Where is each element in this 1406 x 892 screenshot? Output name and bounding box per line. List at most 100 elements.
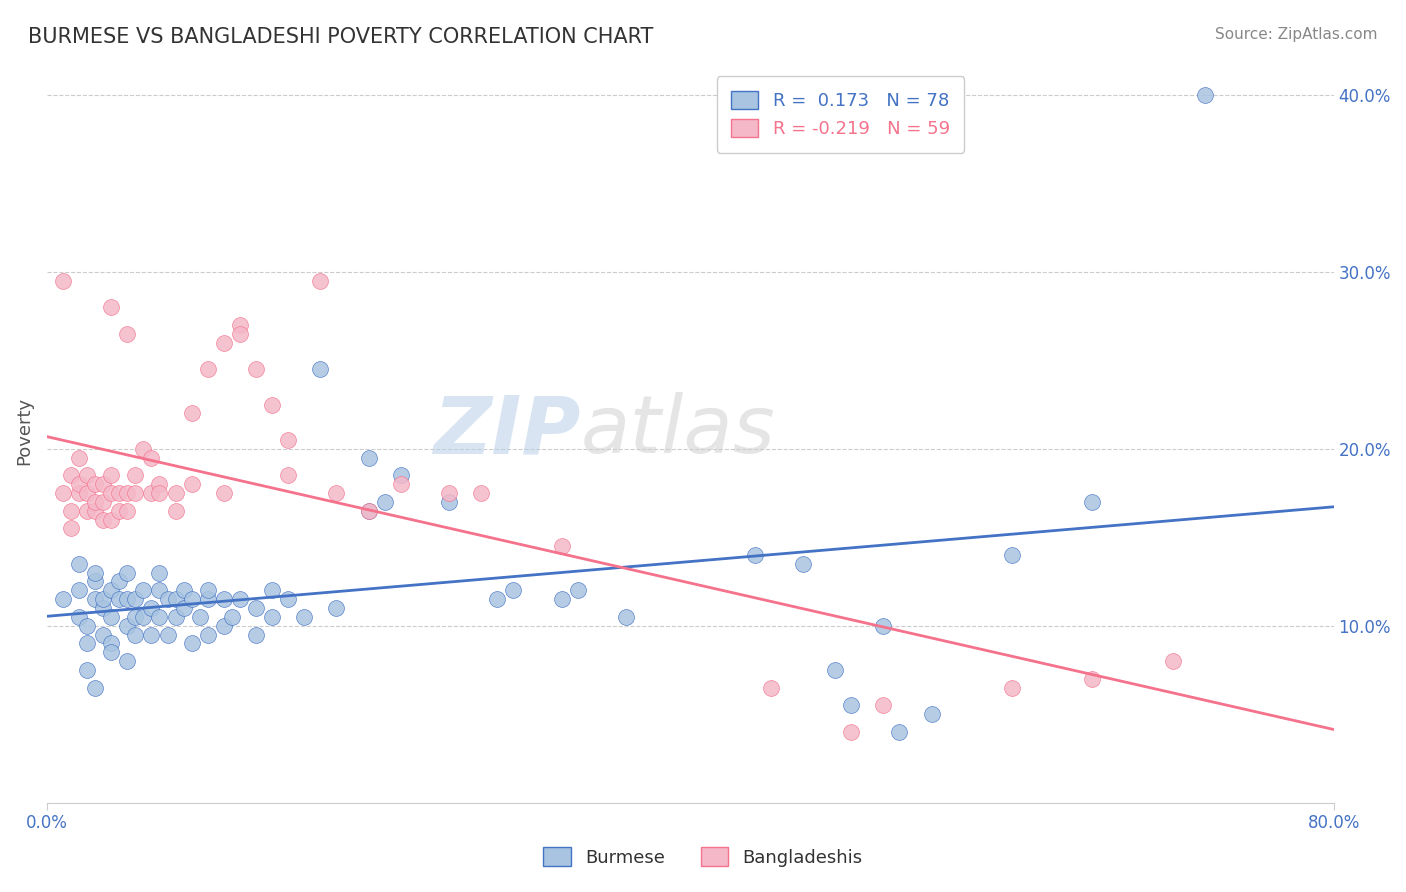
Point [889, 724, 911, 739]
Point [132, 610, 155, 624]
Point [141, 450, 163, 465]
Point [117, 486, 139, 500]
Point [614, 610, 637, 624]
Point [921, 707, 943, 722]
Point [148, 583, 170, 598]
Point [180, 636, 202, 650]
Point [839, 698, 862, 713]
Point [165, 504, 187, 518]
Point [309, 274, 332, 288]
Point [141, 627, 163, 641]
Point [141, 601, 163, 615]
Point [76, 636, 98, 650]
Point [100, 512, 122, 526]
Point [52, 274, 75, 288]
Point [1161, 654, 1184, 668]
Point [91, 592, 114, 607]
Point [165, 486, 187, 500]
Point [262, 583, 284, 598]
Point [148, 610, 170, 624]
Point [84, 592, 107, 607]
Point [357, 450, 380, 465]
Point [1001, 548, 1024, 562]
Point [91, 477, 114, 491]
Point [108, 504, 131, 518]
Point [91, 512, 114, 526]
Point [197, 627, 219, 641]
Point [124, 592, 146, 607]
Point [108, 574, 131, 589]
Point [148, 566, 170, 580]
Point [84, 504, 107, 518]
Point [76, 504, 98, 518]
Point [792, 557, 814, 571]
Point [84, 681, 107, 695]
Point [470, 486, 492, 500]
Legend: R =  0.173   N = 78, R = -0.219   N = 59: R = 0.173 N = 78, R = -0.219 N = 59 [717, 76, 965, 153]
Point [245, 362, 267, 376]
Point [180, 592, 202, 607]
Point [148, 486, 170, 500]
Point [188, 610, 211, 624]
Point [1194, 87, 1216, 102]
Point [212, 618, 235, 632]
Point [148, 477, 170, 491]
Point [84, 566, 107, 580]
Point [229, 326, 252, 341]
Point [100, 583, 122, 598]
Point [389, 477, 412, 491]
Point [325, 601, 347, 615]
Point [132, 442, 155, 456]
Point [124, 627, 146, 641]
Point [117, 618, 139, 632]
Point [117, 654, 139, 668]
Point [60, 468, 83, 483]
Point [100, 610, 122, 624]
Legend: Burmese, Bangladeshis: Burmese, Bangladeshis [536, 840, 870, 874]
Point [212, 486, 235, 500]
Point [84, 495, 107, 509]
Point [165, 592, 187, 607]
Point [84, 477, 107, 491]
Point [173, 601, 195, 615]
Point [67, 450, 90, 465]
Point [108, 486, 131, 500]
Point [124, 486, 146, 500]
Point [1081, 495, 1104, 509]
Point [91, 601, 114, 615]
Point [292, 610, 315, 624]
Point [389, 468, 412, 483]
Point [67, 583, 90, 598]
Point [180, 406, 202, 420]
Point [221, 610, 243, 624]
Point [872, 618, 894, 632]
Point [197, 592, 219, 607]
Text: BURMESE VS BANGLADESHI POVERTY CORRELATION CHART: BURMESE VS BANGLADESHI POVERTY CORRELATI… [28, 27, 654, 46]
Point [437, 486, 460, 500]
Point [117, 592, 139, 607]
Point [180, 477, 202, 491]
Point [67, 477, 90, 491]
Point [357, 504, 380, 518]
Point [100, 300, 122, 314]
Point [52, 486, 75, 500]
Point [872, 698, 894, 713]
Point [100, 468, 122, 483]
Point [759, 681, 782, 695]
Point [91, 627, 114, 641]
Point [437, 495, 460, 509]
Point [67, 486, 90, 500]
Point [277, 592, 299, 607]
Point [197, 583, 219, 598]
Point [245, 601, 267, 615]
Point [173, 583, 195, 598]
Point [67, 610, 90, 624]
Point [60, 504, 83, 518]
Point [550, 592, 572, 607]
Point [117, 326, 139, 341]
Point [550, 539, 572, 553]
Point [156, 592, 179, 607]
Point [141, 486, 163, 500]
Point [165, 610, 187, 624]
Text: ZIP: ZIP [433, 392, 581, 470]
